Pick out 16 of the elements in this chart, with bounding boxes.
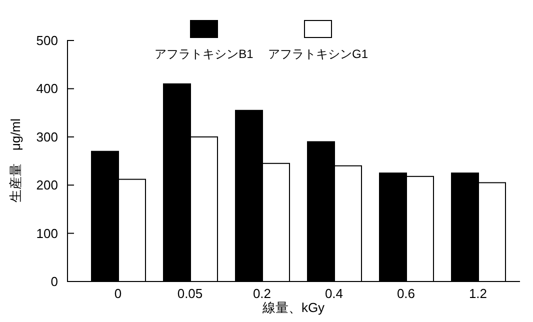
y-tick-label: 400 — [36, 81, 58, 96]
x-tick-label: 0 — [114, 286, 122, 301]
x-tick-label: 0.05 — [177, 286, 203, 301]
y-tick-label: 500 — [36, 33, 58, 48]
x-tick-label: 0.4 — [324, 286, 344, 301]
x-tick-label: 1.2 — [468, 286, 488, 301]
y-tick-label: 100 — [36, 226, 58, 241]
y-tick-label: 0 — [50, 274, 58, 289]
x-tick-label: 0.6 — [396, 286, 416, 301]
y-axis-title: 生産量 μg/ml — [8, 118, 23, 203]
legend-label: アフラトキシンB1 — [154, 47, 254, 61]
x-tick-label: 0.2 — [252, 286, 272, 301]
x-axis-title: 線量、kGy — [261, 300, 326, 315]
y-tick-label: 300 — [36, 129, 58, 144]
legend-label: アフラトキシンG1 — [268, 47, 368, 61]
y-tick-label: 200 — [36, 178, 58, 193]
